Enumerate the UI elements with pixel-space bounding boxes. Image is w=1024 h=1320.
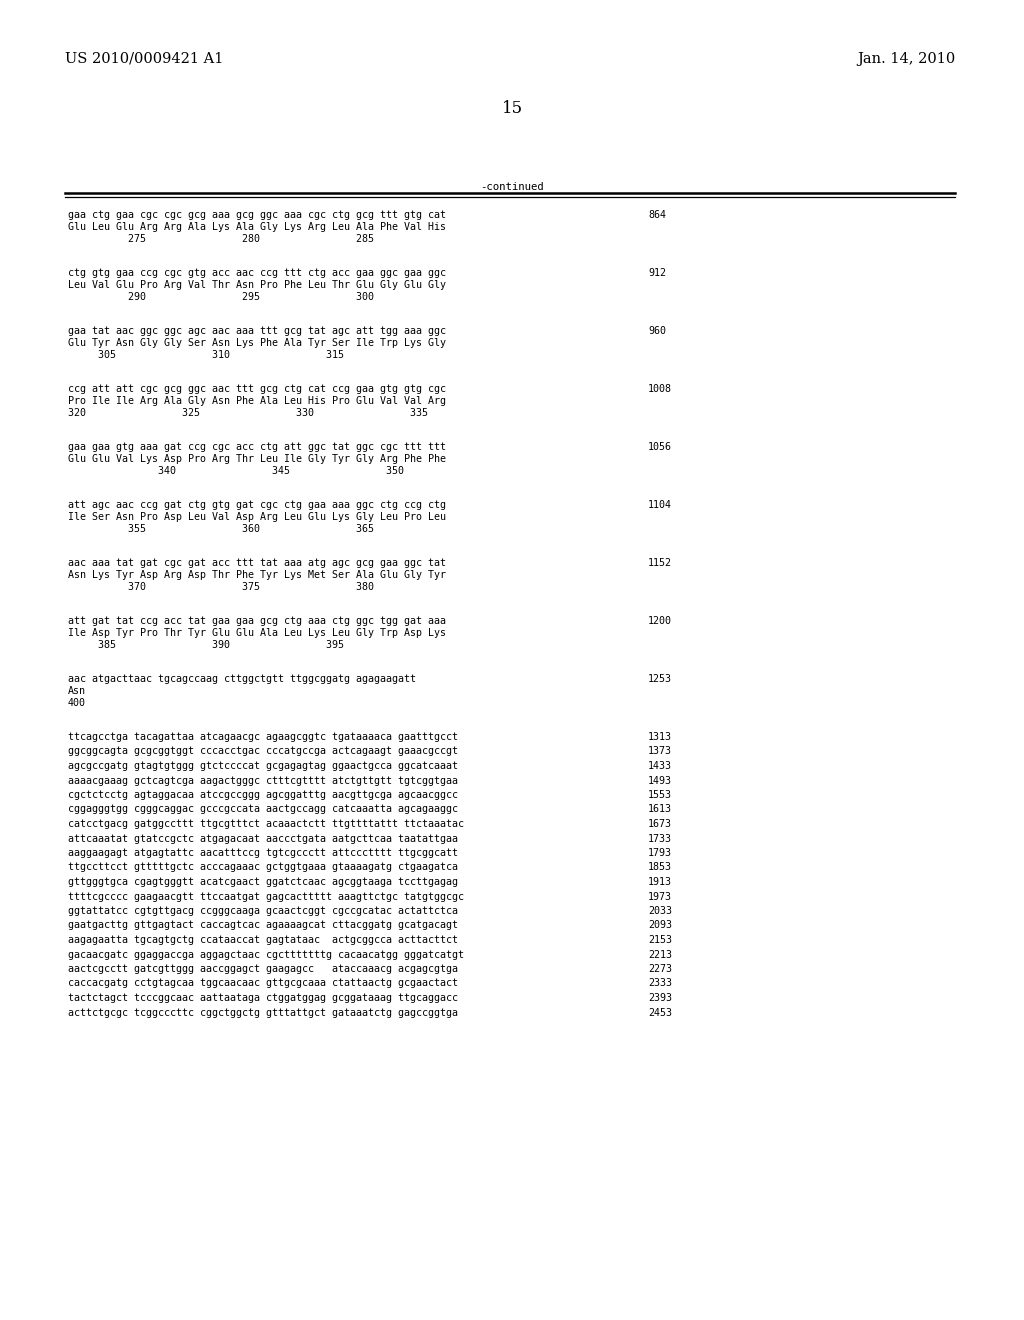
Text: 1673: 1673 (648, 818, 672, 829)
Text: 864: 864 (648, 210, 666, 220)
Text: 2393: 2393 (648, 993, 672, 1003)
Text: agcgccgatg gtagtgtggg gtctccccat gcgagagtag ggaactgcca ggcatcaaat: agcgccgatg gtagtgtggg gtctccccat gcgagag… (68, 762, 458, 771)
Text: 2453: 2453 (648, 1007, 672, 1018)
Text: 1793: 1793 (648, 847, 672, 858)
Text: 1056: 1056 (648, 442, 672, 451)
Text: 1313: 1313 (648, 733, 672, 742)
Text: 2093: 2093 (648, 920, 672, 931)
Text: ctg gtg gaa ccg cgc gtg acc aac ccg ttt ctg acc gaa ggc gaa ggc: ctg gtg gaa ccg cgc gtg acc aac ccg ttt … (68, 268, 446, 279)
Text: cggagggtgg cgggcaggac gcccgccata aactgccagg catcaaatta agcagaaggc: cggagggtgg cgggcaggac gcccgccata aactgcc… (68, 804, 458, 814)
Text: -continued: -continued (480, 182, 544, 191)
Text: 275                280                285: 275 280 285 (68, 234, 374, 244)
Text: Asn Lys Tyr Asp Arg Asp Thr Phe Tyr Lys Met Ser Ala Glu Gly Tyr: Asn Lys Tyr Asp Arg Asp Thr Phe Tyr Lys … (68, 570, 446, 579)
Text: 1008: 1008 (648, 384, 672, 393)
Text: gaa ctg gaa cgc cgc gcg aaa gcg ggc aaa cgc ctg gcg ttt gtg cat: gaa ctg gaa cgc cgc gcg aaa gcg ggc aaa … (68, 210, 446, 220)
Text: aaggaagagt atgagtattc aacatttccg tgtcgccctt attccctttt ttgcggcatt: aaggaagagt atgagtattc aacatttccg tgtcgcc… (68, 847, 458, 858)
Text: 2333: 2333 (648, 978, 672, 989)
Text: 912: 912 (648, 268, 666, 279)
Text: ttgccttcct gtttttgctc acccagaaac gctggtgaaa gtaaaagatg ctgaagatca: ttgccttcct gtttttgctc acccagaaac gctggtg… (68, 862, 458, 873)
Text: ttttcgcccc gaagaacgtt ttccaatgat gagcacttttt aaagttctgc tatgtggcgc: ttttcgcccc gaagaacgtt ttccaatgat gagcact… (68, 891, 464, 902)
Text: 2153: 2153 (648, 935, 672, 945)
Text: Leu Val Glu Pro Arg Val Thr Asn Pro Phe Leu Thr Glu Gly Glu Gly: Leu Val Glu Pro Arg Val Thr Asn Pro Phe … (68, 280, 446, 290)
Text: attcaaatat gtatccgctc atgagacaat aaccctgata aatgcttcaa taatattgaa: attcaaatat gtatccgctc atgagacaat aaccctg… (68, 833, 458, 843)
Text: 385                390                395: 385 390 395 (68, 640, 344, 649)
Text: 370                375                380: 370 375 380 (68, 582, 374, 591)
Text: 1152: 1152 (648, 558, 672, 568)
Text: att gat tat ccg acc tat gaa gaa gcg ctg aaa ctg ggc tgg gat aaa: att gat tat ccg acc tat gaa gaa gcg ctg … (68, 616, 446, 626)
Text: Asn: Asn (68, 686, 86, 696)
Text: 2033: 2033 (648, 906, 672, 916)
Text: gacaacgatc ggaggaccga aggagctaac cgctttttttg cacaacatgg gggatcatgt: gacaacgatc ggaggaccga aggagctaac cgctttt… (68, 949, 464, 960)
Text: 290                295                300: 290 295 300 (68, 292, 374, 302)
Text: acttctgcgc tcggcccttc cggctggctg gtttattgct gataaatctg gagccggtga: acttctgcgc tcggcccttc cggctggctg gtttatt… (68, 1007, 458, 1018)
Text: aac aaa tat gat cgc gat acc ttt tat aaa atg agc gcg gaa ggc tat: aac aaa tat gat cgc gat acc ttt tat aaa … (68, 558, 446, 568)
Text: att agc aac ccg gat ctg gtg gat cgc ctg gaa aaa ggc ctg ccg ctg: att agc aac ccg gat ctg gtg gat cgc ctg … (68, 500, 446, 510)
Text: 1104: 1104 (648, 500, 672, 510)
Text: gttgggtgca cgagtgggtt acatcgaact ggatctcaac agcggtaaga tccttgagag: gttgggtgca cgagtgggtt acatcgaact ggatctc… (68, 876, 458, 887)
Text: 1913: 1913 (648, 876, 672, 887)
Text: ccg att att cgc gcg ggc aac ttt gcg ctg cat ccg gaa gtg gtg cgc: ccg att att cgc gcg ggc aac ttt gcg ctg … (68, 384, 446, 393)
Text: tactctagct tcccggcaac aattaataga ctggatggag gcggataaag ttgcaggacc: tactctagct tcccggcaac aattaataga ctggatg… (68, 993, 458, 1003)
Text: 1733: 1733 (648, 833, 672, 843)
Text: Ile Ser Asn Pro Asp Leu Val Asp Arg Leu Glu Lys Gly Leu Pro Leu: Ile Ser Asn Pro Asp Leu Val Asp Arg Leu … (68, 512, 446, 521)
Text: 1613: 1613 (648, 804, 672, 814)
Text: 1553: 1553 (648, 789, 672, 800)
Text: Glu Leu Glu Arg Arg Ala Lys Ala Gly Lys Arg Leu Ala Phe Val His: Glu Leu Glu Arg Arg Ala Lys Ala Gly Lys … (68, 222, 446, 232)
Text: 340                345                350: 340 345 350 (68, 466, 404, 477)
Text: 305                310                315: 305 310 315 (68, 350, 344, 360)
Text: aagagaatta tgcagtgctg ccataaccat gagtataac  actgcggcca acttacttct: aagagaatta tgcagtgctg ccataaccat gagtata… (68, 935, 458, 945)
Text: Jan. 14, 2010: Jan. 14, 2010 (857, 51, 955, 66)
Text: 355                360                365: 355 360 365 (68, 524, 374, 535)
Text: 1253: 1253 (648, 675, 672, 684)
Text: Pro Ile Ile Arg Ala Gly Asn Phe Ala Leu His Pro Glu Val Val Arg: Pro Ile Ile Arg Ala Gly Asn Phe Ala Leu … (68, 396, 446, 407)
Text: cgctctcctg agtaggacaa atccgccggg agcggatttg aacgttgcga agcaacggcc: cgctctcctg agtaggacaa atccgccggg agcggat… (68, 789, 458, 800)
Text: 1433: 1433 (648, 762, 672, 771)
Text: Glu Glu Val Lys Asp Pro Arg Thr Leu Ile Gly Tyr Gly Arg Phe Phe: Glu Glu Val Lys Asp Pro Arg Thr Leu Ile … (68, 454, 446, 465)
Text: caccacgatg cctgtagcaa tggcaacaac gttgcgcaaa ctattaactg gcgaactact: caccacgatg cctgtagcaa tggcaacaac gttgcgc… (68, 978, 458, 989)
Text: 2273: 2273 (648, 964, 672, 974)
Text: 320                325                330                335: 320 325 330 335 (68, 408, 428, 418)
Text: US 2010/0009421 A1: US 2010/0009421 A1 (65, 51, 223, 66)
Text: 400: 400 (68, 698, 86, 708)
Text: aactcgcctt gatcgttggg aaccggagct gaagagcc   ataccaaacg acgagcgtga: aactcgcctt gatcgttggg aaccggagct gaagagc… (68, 964, 458, 974)
Text: Ile Asp Tyr Pro Thr Tyr Glu Glu Ala Leu Lys Leu Gly Trp Asp Lys: Ile Asp Tyr Pro Thr Tyr Glu Glu Ala Leu … (68, 628, 446, 638)
Text: 960: 960 (648, 326, 666, 337)
Text: gaatgacttg gttgagtact caccagtcac agaaaagcat cttacggatg gcatgacagt: gaatgacttg gttgagtact caccagtcac agaaaag… (68, 920, 458, 931)
Text: 1493: 1493 (648, 776, 672, 785)
Text: 1973: 1973 (648, 891, 672, 902)
Text: 2213: 2213 (648, 949, 672, 960)
Text: ttcagcctga tacagattaa atcagaacgc agaagcggtc tgataaaaca gaatttgcct: ttcagcctga tacagattaa atcagaacgc agaagcg… (68, 733, 458, 742)
Text: aaaacgaaag gctcagtcga aagactgggc ctttcgtttt atctgttgtt tgtcggtgaa: aaaacgaaag gctcagtcga aagactgggc ctttcgt… (68, 776, 458, 785)
Text: ggtattatcc cgtgttgacg ccgggcaaga gcaactcggt cgccgcatac actattctca: ggtattatcc cgtgttgacg ccgggcaaga gcaactc… (68, 906, 458, 916)
Text: catcctgacg gatggccttt ttgcgtttct acaaactctt ttgttttattt ttctaaatac: catcctgacg gatggccttt ttgcgtttct acaaact… (68, 818, 464, 829)
Text: 1853: 1853 (648, 862, 672, 873)
Text: 1200: 1200 (648, 616, 672, 626)
Text: aac atgacttaac tgcagccaag cttggctgtt ttggcggatg agagaagatt: aac atgacttaac tgcagccaag cttggctgtt ttg… (68, 675, 416, 684)
Text: 15: 15 (502, 100, 522, 117)
Text: gaa tat aac ggc ggc agc aac aaa ttt gcg tat agc att tgg aaa ggc: gaa tat aac ggc ggc agc aac aaa ttt gcg … (68, 326, 446, 337)
Text: 1373: 1373 (648, 747, 672, 756)
Text: ggcggcagta gcgcggtggt cccacctgac cccatgccga actcagaagt gaaacgccgt: ggcggcagta gcgcggtggt cccacctgac cccatgc… (68, 747, 458, 756)
Text: Glu Tyr Asn Gly Gly Ser Asn Lys Phe Ala Tyr Ser Ile Trp Lys Gly: Glu Tyr Asn Gly Gly Ser Asn Lys Phe Ala … (68, 338, 446, 348)
Text: gaa gaa gtg aaa gat ccg cgc acc ctg att ggc tat ggc cgc ttt ttt: gaa gaa gtg aaa gat ccg cgc acc ctg att … (68, 442, 446, 451)
